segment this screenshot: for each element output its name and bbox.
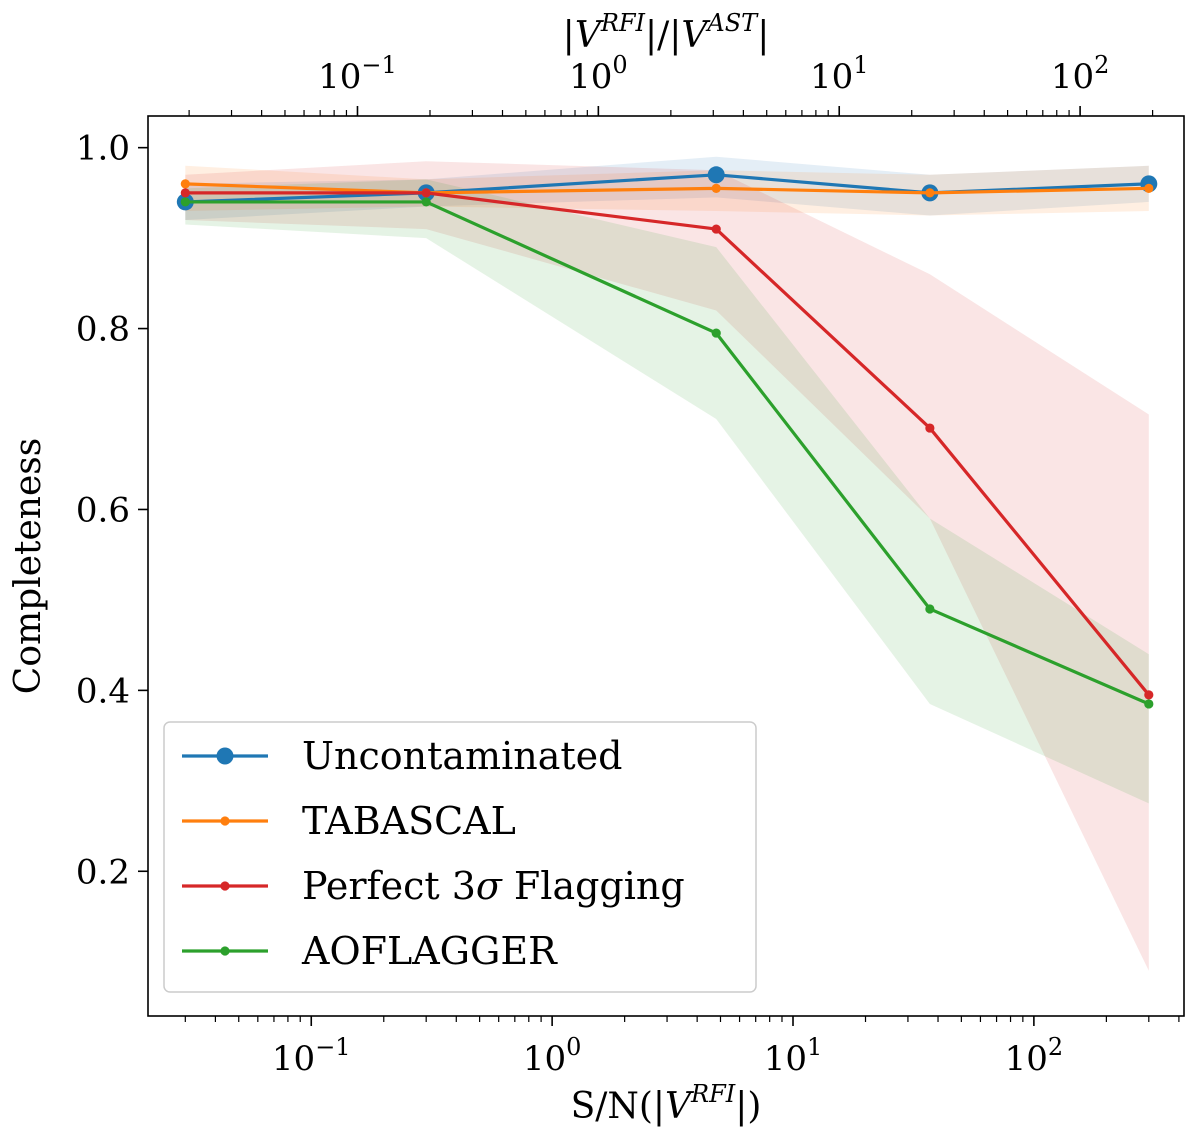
band-perfect-3-flagging: [185, 161, 1149, 971]
y-tick-label: 0.2: [76, 852, 130, 892]
band-aoflagger: [185, 179, 1149, 804]
point-aoflagger: [180, 197, 190, 207]
point-aoflagger: [925, 604, 935, 614]
legend-entry-aoflagger: AOFLAGGER: [182, 929, 558, 973]
y-tick-label: 1.0: [76, 129, 130, 169]
point-uncontaminated: [707, 166, 725, 184]
x-tick-label: 100: [523, 1033, 582, 1079]
point-tabascal: [711, 183, 721, 193]
point-aoflagger: [1144, 699, 1154, 709]
y-tick-label: 0.8: [76, 310, 130, 350]
legend-marker: [220, 881, 230, 891]
legend-label: Perfect 3σ Flagging: [302, 864, 685, 908]
point-perfect-3-flagging: [1144, 690, 1154, 700]
legend-entry-uncontaminated: Uncontaminated: [182, 734, 622, 778]
axes: 10−1 100 101 102 10−1 100 101 102 0.2 0.4 0.6 0.8 1.…: [76, 51, 1180, 1079]
x-axis-title: S/N(|VRFI|): [571, 1080, 762, 1127]
legend-label: AOFLAGGER: [301, 929, 558, 973]
y-axis-title: Completeness: [8, 438, 49, 694]
x-tick-label: 101: [764, 1033, 823, 1079]
point-tabascal: [180, 179, 190, 189]
top-x-tick-label: 10−1: [318, 51, 397, 97]
point-perfect-3-flagging: [421, 188, 431, 198]
legend: Uncontaminated TABASCAL Perfect 3σ Flaggin…: [163, 721, 757, 993]
top-x-tick-label: 100: [569, 51, 628, 97]
point-tabascal: [1144, 183, 1154, 193]
legend-box: [163, 721, 757, 993]
top-x-tick-label: 102: [1051, 51, 1110, 97]
y-tick-label: 0.6: [76, 490, 130, 530]
legend-marker: [220, 816, 230, 826]
x-tick-label: 10−1: [272, 1033, 351, 1079]
top-x-tick-label: 101: [810, 51, 869, 97]
point-aoflagger: [421, 197, 431, 207]
legend-entry-tabascal: TABASCAL: [182, 799, 516, 843]
legend-marker: [220, 946, 230, 956]
point-tabascal: [925, 188, 935, 198]
top-x-axis-title: |VRFI|/|VAST|: [563, 9, 770, 56]
legend-label: TABASCAL: [302, 799, 516, 843]
legend-label: Uncontaminated: [302, 734, 622, 778]
y-tick-label: 0.4: [76, 671, 130, 711]
point-aoflagger: [711, 328, 721, 338]
point-perfect-3-flagging: [711, 224, 721, 234]
series-lines: [176, 166, 1158, 709]
x-tick-label: 102: [1005, 1033, 1064, 1079]
legend-entry-perfect-3-flagging: Perfect 3σ Flagging: [182, 864, 685, 908]
point-perfect-3-flagging: [180, 188, 190, 198]
point-perfect-3-flagging: [925, 423, 935, 433]
plot-frame: [147, 115, 1185, 1017]
legend-marker: [216, 747, 234, 765]
